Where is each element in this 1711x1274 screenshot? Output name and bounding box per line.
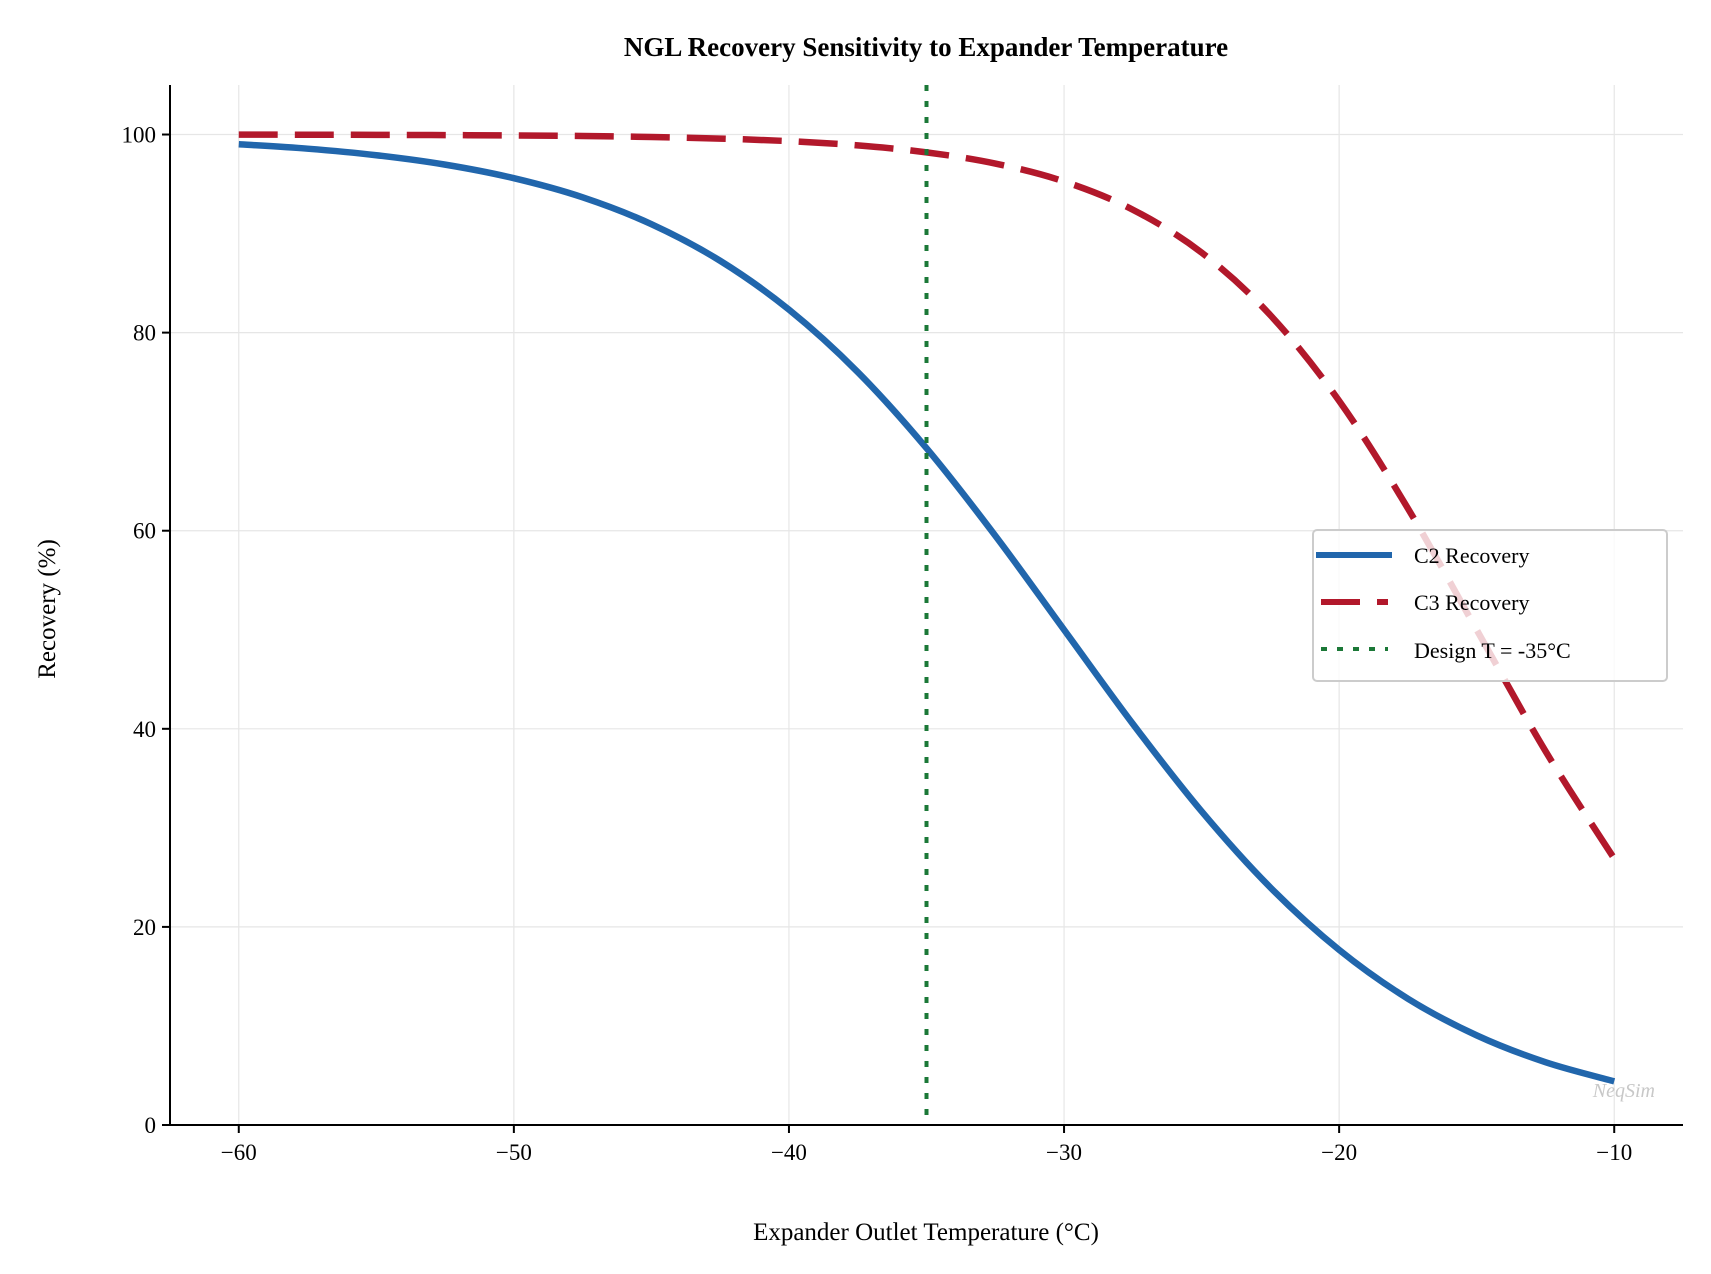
y-tick-label: 100: [122, 123, 157, 148]
plot-area: [238, 85, 1617, 1125]
x-tick-label: −40: [771, 1140, 807, 1165]
x-tick-label: −50: [496, 1140, 532, 1165]
axes: −60 −50 −40 −30 −20 −10 0 20 40 60 80 100: [122, 85, 1683, 1165]
legend-label-c3: C3 Recovery: [1414, 590, 1529, 615]
chart-title: NGL Recovery Sensitivity to Expander Tem…: [624, 32, 1228, 62]
x-tick-label: −20: [1321, 1140, 1357, 1165]
y-tick-label: 60: [133, 519, 156, 544]
y-tick-label: 80: [133, 321, 156, 346]
x-tick-label: −10: [1596, 1140, 1632, 1165]
y-tick-label: 40: [133, 717, 156, 742]
legend: C2 Recovery C3 Recovery Design T = -35°C: [1312, 529, 1668, 682]
x-axis-label: Expander Outlet Temperature (°C): [753, 1219, 1099, 1246]
legend-label-c2: C2 Recovery: [1414, 543, 1529, 568]
legend-label-design: Design T = -35°C: [1414, 638, 1571, 663]
legend-frame: [1312, 529, 1668, 682]
watermark: NeqSim: [1592, 1080, 1655, 1102]
x-tick-label: −60: [221, 1140, 257, 1165]
y-tick-label: 20: [133, 915, 156, 940]
series-line-c3: [238, 131, 1617, 861]
x-tick-label: −30: [1046, 1140, 1082, 1165]
y-tick-label: 0: [145, 1113, 157, 1138]
y-axis-label: Recovery (%): [34, 539, 61, 679]
series-line-c2: [238, 140, 1616, 1085]
